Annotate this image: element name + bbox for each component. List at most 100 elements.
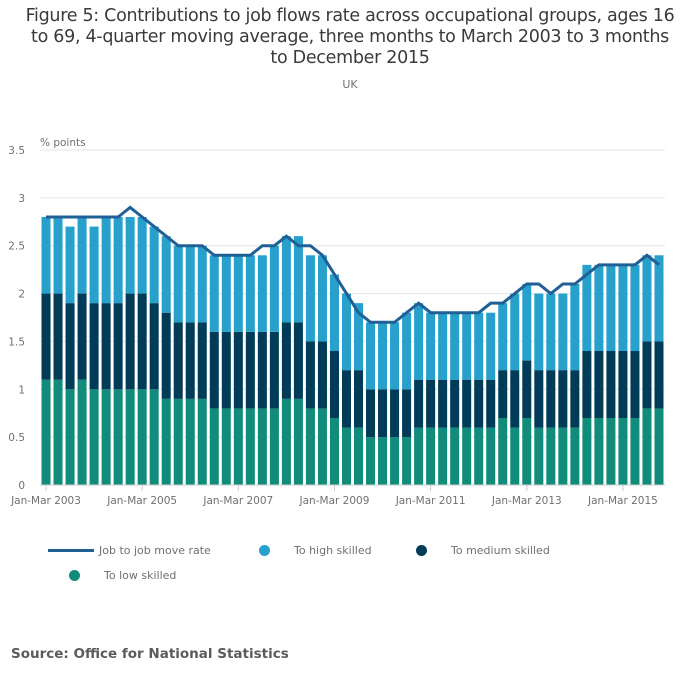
bar-to-high-skilled[interactable] [486,312,496,380]
bar-to-low-skilled[interactable] [498,418,508,485]
bar-to-high-skilled[interactable] [65,226,75,304]
bar-to-low-skilled[interactable] [654,408,664,485]
bar-to-medium-skilled[interactable] [594,351,604,418]
bar-to-low-skilled[interactable] [570,427,580,485]
bar-to-high-skilled[interactable] [402,312,412,390]
bar-to-medium-skilled[interactable] [53,293,63,380]
bar-to-high-skilled[interactable] [462,312,472,380]
bar-to-low-skilled[interactable] [113,389,123,485]
bar-to-low-skilled[interactable] [341,427,351,485]
bar-to-medium-skilled[interactable] [486,379,496,428]
bar-to-medium-skilled[interactable] [462,379,472,428]
bar-to-high-skilled[interactable] [221,255,231,332]
bar-to-medium-skilled[interactable] [630,351,640,418]
bar-to-low-skilled[interactable] [462,427,472,485]
bar-to-medium-skilled[interactable] [317,341,327,409]
bar-to-medium-skilled[interactable] [474,379,484,428]
bar-to-medium-skilled[interactable] [570,370,580,428]
bar-to-high-skilled[interactable] [414,303,424,380]
bar-to-low-skilled[interactable] [269,408,279,485]
bar-to-low-skilled[interactable] [137,389,147,485]
bar-to-high-skilled[interactable] [594,264,604,351]
bar-to-low-skilled[interactable] [101,389,111,485]
bar-to-medium-skilled[interactable] [414,379,424,428]
bar-to-high-skilled[interactable] [438,312,448,380]
bar-to-high-skilled[interactable] [510,293,520,371]
bar-to-high-skilled[interactable] [606,264,616,351]
bar-to-low-skilled[interactable] [53,379,63,485]
bar-to-medium-skilled[interactable] [197,322,207,399]
bar-to-high-skilled[interactable] [53,217,63,294]
bar-to-low-skilled[interactable] [317,408,327,485]
bar-to-low-skilled[interactable] [245,408,255,485]
bar-to-medium-skilled[interactable] [618,351,628,418]
bar-to-low-skilled[interactable] [534,427,544,485]
bar-to-medium-skilled[interactable] [269,331,279,409]
bar-to-medium-skilled[interactable] [534,370,544,428]
bar-to-medium-skilled[interactable] [329,351,339,418]
bar-to-medium-skilled[interactable] [161,312,171,399]
bar-to-low-skilled[interactable] [233,408,243,485]
bar-to-medium-skilled[interactable] [341,370,351,428]
bar-to-low-skilled[interactable] [618,418,628,485]
bar-to-medium-skilled[interactable] [522,360,532,418]
bar-to-medium-skilled[interactable] [77,293,87,380]
bar-to-low-skilled[interactable] [161,398,171,485]
bar-to-low-skilled[interactable] [642,408,652,485]
bar-to-high-skilled[interactable] [149,226,159,304]
bar-to-low-skilled[interactable] [281,398,291,485]
bar-to-high-skilled[interactable] [257,255,267,332]
bar-to-low-skilled[interactable] [426,427,436,485]
bar-to-high-skilled[interactable] [642,255,652,342]
bar-to-medium-skilled[interactable] [209,331,219,409]
bar-to-medium-skilled[interactable] [113,303,123,390]
bar-to-low-skilled[interactable] [594,418,604,485]
bar-to-high-skilled[interactable] [233,255,243,332]
bar-to-medium-skilled[interactable] [305,341,315,409]
bar-to-medium-skilled[interactable] [173,322,183,399]
bar-to-high-skilled[interactable] [654,255,664,342]
bar-to-medium-skilled[interactable] [438,379,448,428]
bar-to-medium-skilled[interactable] [89,303,99,390]
bar-to-low-skilled[interactable] [77,379,87,485]
legend-item-to-medium-skilled[interactable]: To medium skilled [416,544,550,557]
bar-to-high-skilled[interactable] [630,264,640,351]
bar-to-high-skilled[interactable] [534,293,544,371]
legend-item-job-to-job-move-rate[interactable]: Job to job move rate [48,544,211,557]
bar-to-medium-skilled[interactable] [354,370,364,428]
bar-to-medium-skilled[interactable] [149,303,159,390]
bar-to-low-skilled[interactable] [305,408,315,485]
bar-to-low-skilled[interactable] [630,418,640,485]
bar-to-low-skilled[interactable] [582,418,592,485]
bar-to-high-skilled[interactable] [173,245,183,323]
bar-to-low-skilled[interactable] [546,427,556,485]
bar-to-low-skilled[interactable] [402,437,412,485]
bar-to-low-skilled[interactable] [450,427,460,485]
bar-to-medium-skilled[interactable] [378,389,388,438]
bar-to-high-skilled[interactable] [317,255,327,342]
bar-to-high-skilled[interactable] [89,226,99,304]
bar-to-high-skilled[interactable] [305,255,315,342]
bar-to-high-skilled[interactable] [618,264,628,351]
bar-to-high-skilled[interactable] [197,245,207,323]
bar-to-medium-skilled[interactable] [41,293,51,380]
bar-to-low-skilled[interactable] [329,418,339,485]
bar-to-high-skilled[interactable] [329,274,339,351]
bar-to-high-skilled[interactable] [450,312,460,380]
bar-to-medium-skilled[interactable] [582,351,592,418]
bar-to-high-skilled[interactable] [293,236,303,323]
bar-to-low-skilled[interactable] [197,398,207,485]
bar-to-high-skilled[interactable] [125,217,135,294]
bar-to-medium-skilled[interactable] [366,389,376,438]
bar-to-medium-skilled[interactable] [281,322,291,399]
bar-to-low-skilled[interactable] [257,408,267,485]
bar-to-high-skilled[interactable] [185,245,195,323]
bar-to-high-skilled[interactable] [354,303,364,371]
bar-to-medium-skilled[interactable] [233,331,243,409]
bar-to-low-skilled[interactable] [366,437,376,485]
bar-to-high-skilled[interactable] [77,217,87,294]
bar-to-medium-skilled[interactable] [293,322,303,399]
bar-to-medium-skilled[interactable] [101,303,111,390]
bar-to-high-skilled[interactable] [41,217,51,294]
bar-to-low-skilled[interactable] [414,427,424,485]
